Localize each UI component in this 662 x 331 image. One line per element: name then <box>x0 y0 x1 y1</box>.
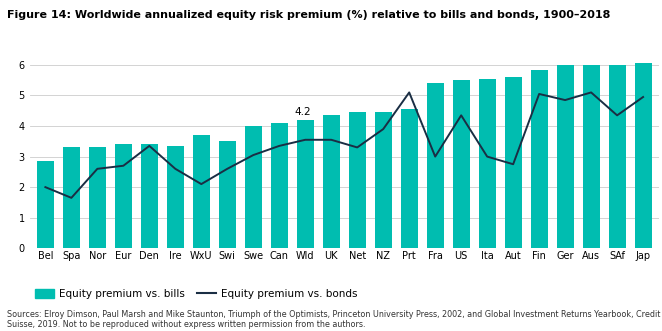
Bar <box>479 79 496 248</box>
Bar <box>608 65 626 248</box>
Bar <box>89 147 106 248</box>
Bar <box>141 144 158 248</box>
Bar <box>583 65 600 248</box>
Bar <box>219 141 236 248</box>
Bar <box>245 126 261 248</box>
Bar <box>453 80 469 248</box>
Text: Sources: Elroy Dimson, Paul Marsh and Mike Staunton, Triumph of the Optimists, P: Sources: Elroy Dimson, Paul Marsh and Mi… <box>7 310 660 329</box>
Bar <box>401 109 418 248</box>
Bar <box>297 120 314 248</box>
Bar <box>635 64 651 248</box>
Text: Figure 14: Worldwide annualized equity risk premium (%) relative to bills and bo: Figure 14: Worldwide annualized equity r… <box>7 10 610 20</box>
Bar <box>37 161 54 248</box>
Bar <box>323 115 340 248</box>
Bar <box>427 83 444 248</box>
Bar <box>531 70 547 248</box>
Legend: Equity premium vs. bills, Equity premium vs. bonds: Equity premium vs. bills, Equity premium… <box>35 289 357 299</box>
Bar <box>115 144 132 248</box>
Bar <box>349 112 365 248</box>
Bar <box>375 112 392 248</box>
Bar <box>504 77 522 248</box>
Bar <box>557 65 573 248</box>
Bar <box>271 123 288 248</box>
Text: 4.2: 4.2 <box>295 107 311 117</box>
Bar <box>193 135 210 248</box>
Bar <box>63 147 80 248</box>
Bar <box>167 146 184 248</box>
